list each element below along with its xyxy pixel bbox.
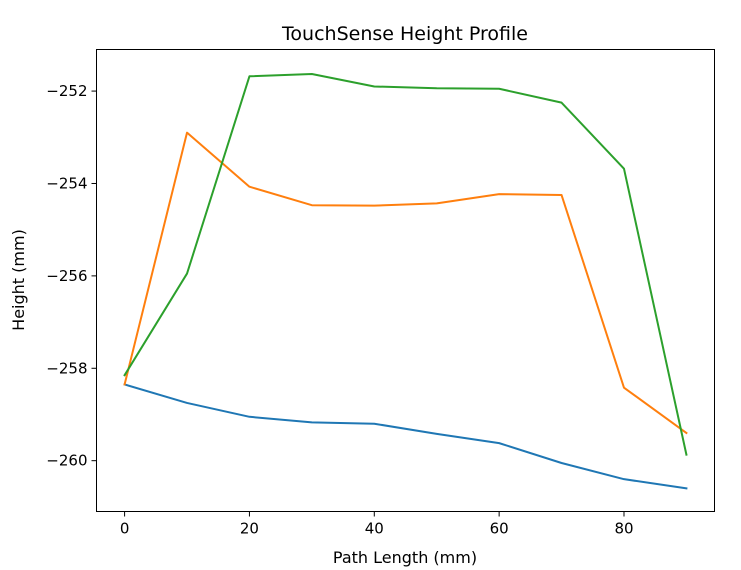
plot-frame bbox=[96, 49, 715, 512]
plot-area bbox=[123, 72, 688, 490]
x-tick-label: 80 bbox=[614, 520, 633, 538]
y-tick-label: −252 bbox=[46, 82, 87, 100]
x-tick-label: 20 bbox=[240, 520, 259, 538]
series-line-3 bbox=[123, 72, 688, 456]
chart-title: TouchSense Height Profile bbox=[281, 23, 528, 45]
y-tick-label: −256 bbox=[46, 267, 87, 285]
y-tick-label: −260 bbox=[46, 452, 87, 470]
y-axis-label: Height (mm) bbox=[9, 229, 28, 331]
y-tick-label: −254 bbox=[46, 174, 87, 192]
x-axis-label: Path Length (mm) bbox=[333, 548, 477, 567]
series-line-1 bbox=[123, 383, 688, 490]
y-tick-label: −258 bbox=[46, 359, 87, 377]
y-axis-ticks: −252 −254 −256 −258 −260 bbox=[46, 82, 97, 470]
x-tick-label: 0 bbox=[120, 520, 130, 538]
x-axis-ticks: 0 20 40 60 80 bbox=[120, 511, 634, 538]
x-tick-label: 60 bbox=[490, 520, 509, 538]
series-line-2 bbox=[123, 131, 688, 435]
x-tick-label: 40 bbox=[365, 520, 384, 538]
